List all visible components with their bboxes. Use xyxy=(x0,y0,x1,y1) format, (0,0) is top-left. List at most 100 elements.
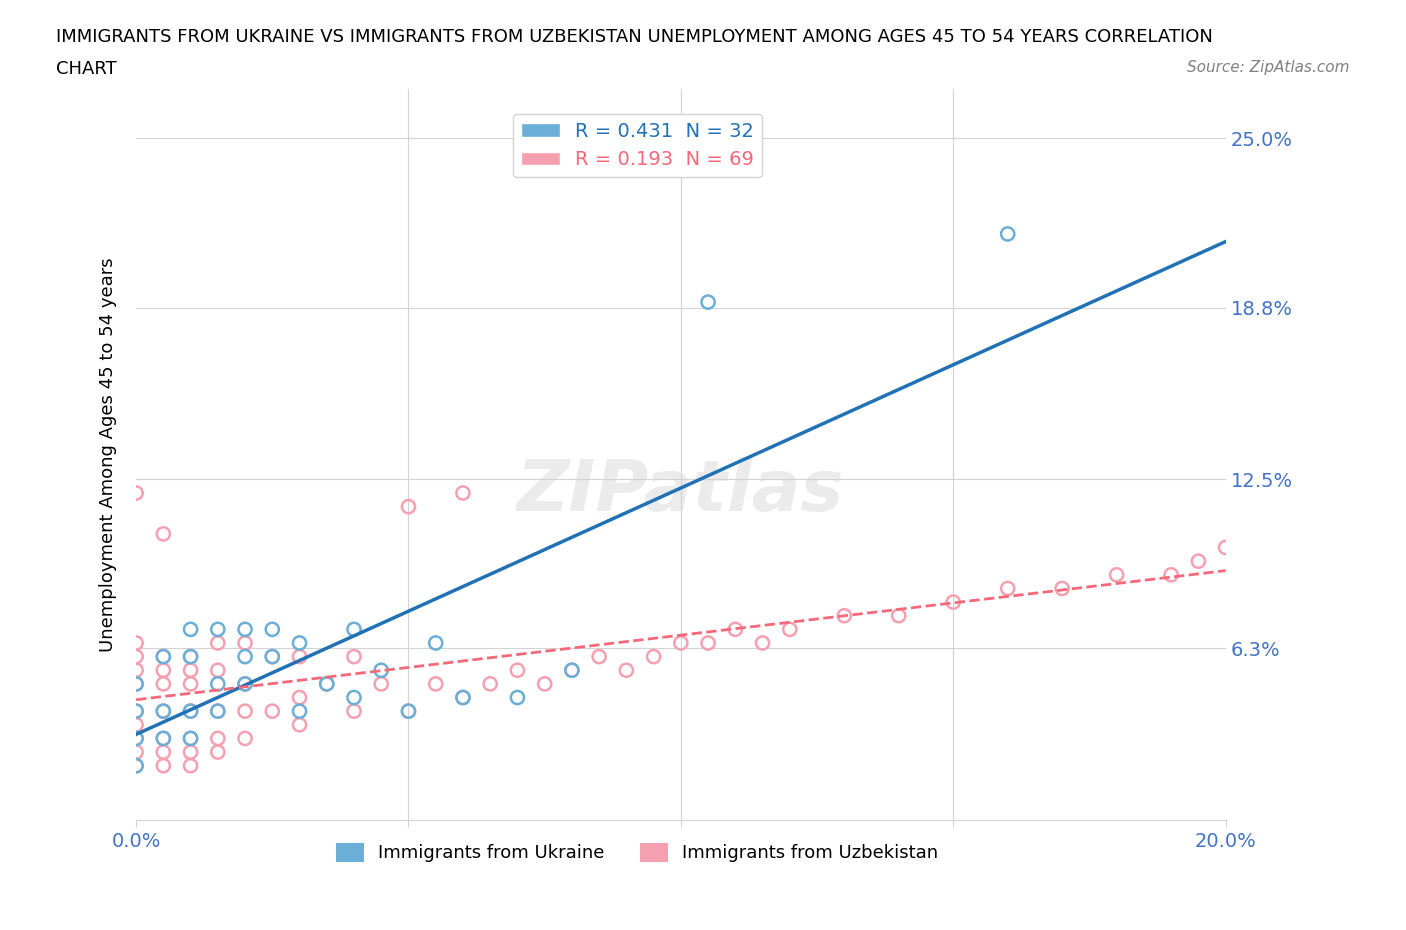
Y-axis label: Unemployment Among Ages 45 to 54 years: Unemployment Among Ages 45 to 54 years xyxy=(100,258,117,652)
Point xyxy=(125,704,148,719)
Point xyxy=(398,704,420,719)
Text: ZIPatlas: ZIPatlas xyxy=(517,457,845,525)
Point xyxy=(180,704,202,719)
Point xyxy=(125,635,148,650)
Point xyxy=(125,758,148,773)
Point xyxy=(207,676,229,691)
Point xyxy=(125,704,148,719)
Point xyxy=(125,731,148,746)
Point xyxy=(152,731,174,746)
Point xyxy=(398,499,420,514)
Point xyxy=(180,731,202,746)
Point xyxy=(588,649,610,664)
Point xyxy=(125,676,148,691)
Point xyxy=(1215,540,1237,555)
Point xyxy=(125,676,148,691)
Point xyxy=(997,227,1019,242)
Point xyxy=(207,663,229,678)
Point xyxy=(262,649,284,664)
Point xyxy=(561,663,583,678)
Point xyxy=(451,690,474,705)
Point xyxy=(233,676,256,691)
Point xyxy=(233,622,256,637)
Point xyxy=(288,635,311,650)
Point xyxy=(180,622,202,637)
Point xyxy=(233,704,256,719)
Point xyxy=(398,704,420,719)
Point xyxy=(125,663,148,678)
Point xyxy=(343,704,366,719)
Point xyxy=(451,485,474,500)
Point xyxy=(233,676,256,691)
Point xyxy=(180,663,202,678)
Point xyxy=(669,635,692,650)
Point xyxy=(262,622,284,637)
Point xyxy=(288,690,311,705)
Point xyxy=(288,649,311,664)
Point xyxy=(451,690,474,705)
Point xyxy=(207,745,229,760)
Point xyxy=(152,676,174,691)
Point xyxy=(180,676,202,691)
Point xyxy=(152,663,174,678)
Point xyxy=(180,758,202,773)
Point xyxy=(1050,581,1073,596)
Point xyxy=(697,635,720,650)
Point xyxy=(425,676,447,691)
Point xyxy=(152,649,174,664)
Point xyxy=(233,731,256,746)
Point xyxy=(997,581,1019,596)
Point xyxy=(643,649,665,664)
Point xyxy=(207,635,229,650)
Point xyxy=(180,649,202,664)
Point xyxy=(125,649,148,664)
Text: CHART: CHART xyxy=(56,60,117,78)
Point xyxy=(724,622,747,637)
Point xyxy=(233,635,256,650)
Point xyxy=(207,704,229,719)
Point xyxy=(616,663,638,678)
Legend: Immigrants from Ukraine, Immigrants from Uzbekistan: Immigrants from Ukraine, Immigrants from… xyxy=(329,836,945,870)
Point xyxy=(262,649,284,664)
Point xyxy=(779,622,801,637)
Point xyxy=(207,622,229,637)
Point xyxy=(207,731,229,746)
Point xyxy=(697,295,720,310)
Point xyxy=(370,676,392,691)
Point xyxy=(533,676,555,691)
Point xyxy=(180,731,202,746)
Point xyxy=(315,676,337,691)
Point xyxy=(942,594,965,609)
Point xyxy=(152,731,174,746)
Point xyxy=(180,649,202,664)
Point xyxy=(288,704,311,719)
Point xyxy=(152,758,174,773)
Point xyxy=(751,635,773,650)
Point xyxy=(1105,567,1128,582)
Point xyxy=(125,745,148,760)
Point xyxy=(180,704,202,719)
Point xyxy=(343,690,366,705)
Point xyxy=(152,649,174,664)
Point xyxy=(125,731,148,746)
Point xyxy=(343,622,366,637)
Point xyxy=(207,704,229,719)
Point xyxy=(152,745,174,760)
Point xyxy=(125,758,148,773)
Point xyxy=(1187,553,1209,568)
Point xyxy=(152,704,174,719)
Text: Source: ZipAtlas.com: Source: ZipAtlas.com xyxy=(1187,60,1350,75)
Point xyxy=(370,663,392,678)
Point xyxy=(343,649,366,664)
Point xyxy=(832,608,855,623)
Point xyxy=(315,676,337,691)
Point xyxy=(506,663,529,678)
Point xyxy=(425,635,447,650)
Text: IMMIGRANTS FROM UKRAINE VS IMMIGRANTS FROM UZBEKISTAN UNEMPLOYMENT AMONG AGES 45: IMMIGRANTS FROM UKRAINE VS IMMIGRANTS FR… xyxy=(56,28,1213,46)
Point xyxy=(152,526,174,541)
Point xyxy=(506,690,529,705)
Point xyxy=(262,704,284,719)
Point xyxy=(561,663,583,678)
Point xyxy=(125,717,148,732)
Point xyxy=(152,704,174,719)
